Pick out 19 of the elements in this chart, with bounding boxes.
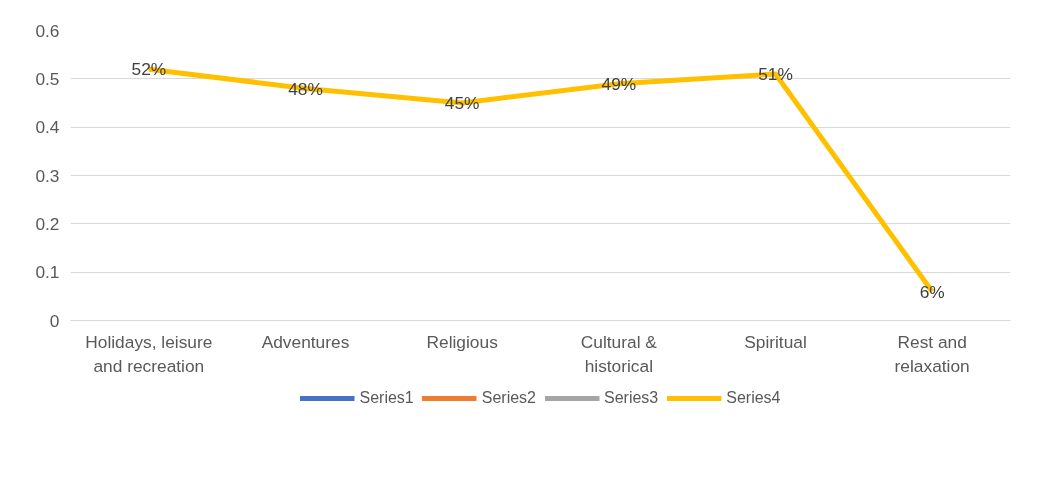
legend-label: Series1 xyxy=(359,389,414,407)
data-label: 52% xyxy=(131,59,167,80)
legend-label: Series4 xyxy=(726,389,781,407)
x-tick-label: Religious xyxy=(426,331,499,352)
y-tick-label: 0.4 xyxy=(35,117,60,138)
legend-label: Series2 xyxy=(481,389,536,407)
y-tick-label: 0.1 xyxy=(35,262,60,283)
y-tick-label: 0.3 xyxy=(35,165,60,186)
x-tick-label: Holidays, leisure and recreation xyxy=(85,331,213,376)
y-tick-label: 0.6 xyxy=(35,20,60,41)
y-tick-label: 0.2 xyxy=(35,213,60,234)
x-tick-label: Spiritual xyxy=(744,331,807,352)
x-tick-label: Cultural & historical xyxy=(580,331,658,376)
x-tick-label: Adventures xyxy=(261,331,350,352)
legend-label: Series3 xyxy=(604,389,659,407)
data-label: 6% xyxy=(919,281,945,302)
y-tick-label: 0.5 xyxy=(35,68,60,89)
x-tick-label: Rest and relaxation xyxy=(894,331,970,376)
y-tick-label: 0 xyxy=(49,310,60,331)
